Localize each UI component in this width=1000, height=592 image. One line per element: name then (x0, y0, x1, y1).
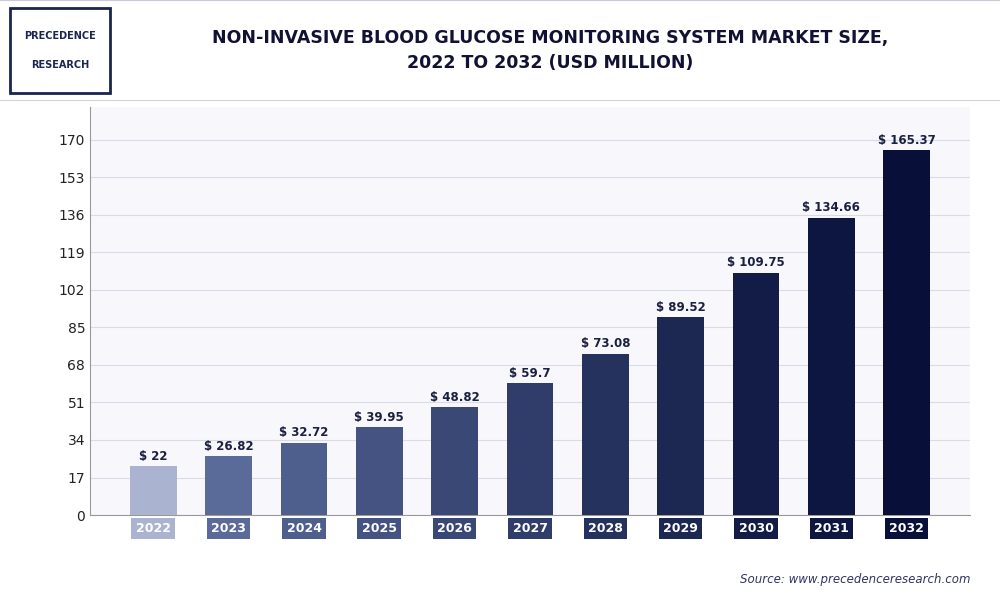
Text: PRECEDENCE: PRECEDENCE (24, 31, 96, 41)
Bar (582, 353, 629, 515)
Bar (883, 150, 930, 515)
Text: $ 48.82: $ 48.82 (430, 391, 480, 404)
Text: $ 39.95: $ 39.95 (354, 410, 404, 423)
Text: $ 109.75: $ 109.75 (727, 256, 785, 269)
Bar (130, 466, 177, 515)
Bar (733, 273, 779, 515)
Text: $ 59.7: $ 59.7 (509, 367, 551, 380)
Text: RESEARCH: RESEARCH (31, 60, 89, 70)
Text: $ 32.72: $ 32.72 (279, 426, 329, 439)
Text: $ 134.66: $ 134.66 (802, 201, 860, 214)
Bar (507, 383, 553, 515)
Text: Source: www.precedenceresearch.com: Source: www.precedenceresearch.com (740, 573, 970, 586)
Text: $ 22: $ 22 (139, 450, 168, 463)
Bar (657, 317, 704, 515)
Text: $ 89.52: $ 89.52 (656, 301, 706, 314)
Bar (808, 218, 855, 515)
Text: $ 26.82: $ 26.82 (204, 439, 253, 452)
Text: NON-INVASIVE BLOOD GLUCOSE MONITORING SYSTEM MARKET SIZE,
2022 TO 2032 (USD MILL: NON-INVASIVE BLOOD GLUCOSE MONITORING SY… (212, 29, 888, 72)
Bar (281, 443, 327, 515)
FancyBboxPatch shape (10, 8, 110, 92)
Bar (205, 456, 252, 515)
Text: $ 165.37: $ 165.37 (878, 134, 936, 147)
Bar (356, 427, 403, 515)
Bar (431, 407, 478, 515)
Text: $ 73.08: $ 73.08 (581, 337, 630, 350)
